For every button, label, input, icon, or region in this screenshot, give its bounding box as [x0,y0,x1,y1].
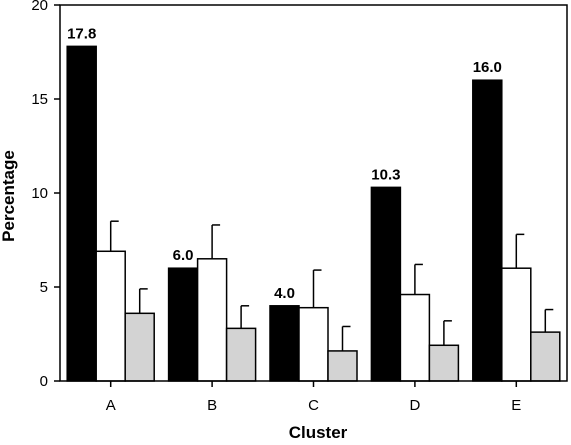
bar-e-series-2 [501,267,532,382]
data-label-a: 17.8 [67,25,96,42]
bar-d-series-2 [399,293,431,382]
x-axis-title: Cluster [289,423,348,442]
data-label-d: 10.3 [371,166,400,183]
bar-b-series-1 [167,267,199,382]
data-label-e: 16.0 [473,59,502,76]
bar-c-series-3 [327,350,358,382]
bar-b-series-2 [196,258,228,382]
y-tick-label-20: 20 [31,0,48,14]
bar-a-series-3 [124,312,155,382]
x-tick-label-e: E [511,397,521,414]
bar-e-series-1 [472,79,503,382]
data-label-b: 6.0 [173,247,194,264]
x-tick-label-d: D [409,397,420,414]
x-tick-label-c: C [308,397,319,414]
y-tick-label-0: 0 [40,373,48,390]
bar-a-series-1 [66,45,97,382]
bar-d-series-3 [428,344,460,382]
plot-frame [59,4,568,382]
data-labels-layer: 17.8 6.0 4.0 10.3 16.0 [67,25,502,301]
y-tick-label-15: 15 [31,91,48,108]
x-tick-label-a: A [106,397,116,414]
y-tick-label-10: 10 [31,185,48,202]
bar-a-series-2 [95,250,126,382]
bar-b-series-3 [225,327,257,382]
bar-e-series-3 [530,331,561,382]
axes-layer: A B C D E 0 5 10 15 20 [31,0,568,414]
bar-c-series-1 [269,305,300,382]
data-label-c: 4.0 [274,285,295,302]
bar-d-series-1 [370,186,402,382]
bars-layer [66,45,561,382]
bar-c-series-2 [298,306,329,382]
y-tick-label-5: 5 [40,279,48,296]
x-tick-label-b: B [207,397,217,414]
error-bars-layer [109,220,554,351]
y-axis-title: Percentage [0,150,18,242]
